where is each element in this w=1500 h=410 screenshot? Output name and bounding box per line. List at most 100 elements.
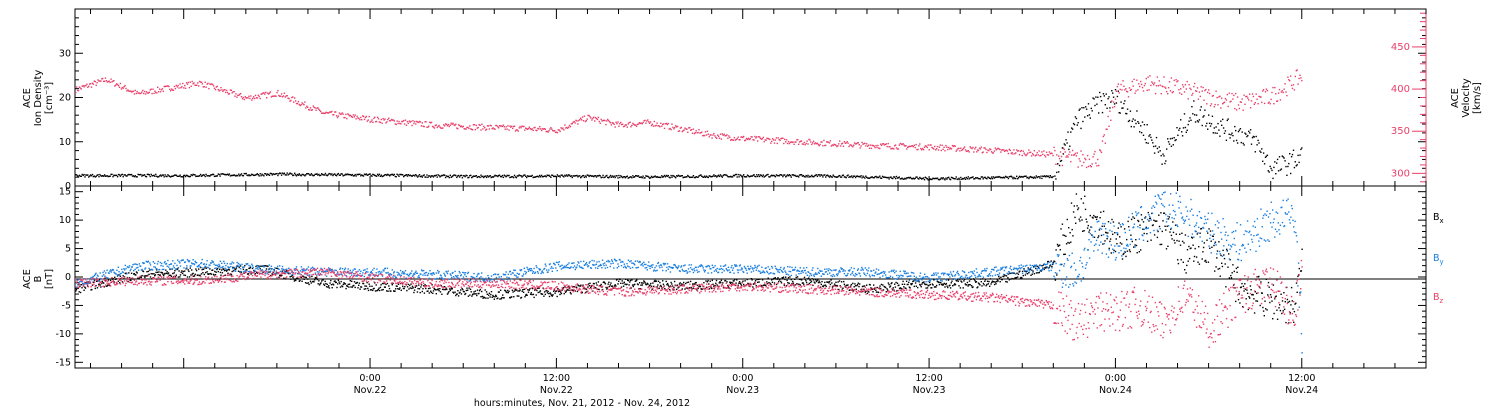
data-point: [242, 268, 245, 271]
data-point: [108, 175, 110, 178]
data-point: [815, 174, 818, 176]
data-point: [650, 282, 652, 285]
data-point: [882, 176, 885, 178]
data-point: [280, 174, 283, 176]
data-point: [107, 80, 109, 83]
data-point: [624, 177, 627, 179]
data-point: [277, 174, 279, 177]
data-point: [619, 176, 621, 179]
data-point: [493, 298, 495, 300]
data-point: [229, 89, 232, 91]
data-point: [430, 291, 433, 294]
data-point: [946, 178, 948, 180]
data-point: [89, 83, 91, 85]
data-point: [1195, 90, 1198, 92]
data-point: [259, 268, 261, 270]
data-point: [118, 86, 121, 88]
data-point: [754, 279, 757, 282]
data-point: [648, 122, 651, 124]
data-point: [177, 276, 180, 278]
data-point: [557, 175, 559, 177]
data-point: [193, 275, 196, 277]
data-point: [250, 271, 252, 274]
data-point: [1067, 156, 1069, 158]
data-point: [1222, 103, 1224, 105]
data-point: [872, 177, 874, 179]
data-point: [490, 293, 492, 296]
data-point: [544, 175, 546, 177]
data-point: [512, 176, 515, 179]
data-point: [876, 286, 878, 289]
data-point: [1075, 155, 1078, 157]
data-point: [1006, 150, 1009, 152]
data-point: [300, 175, 302, 177]
data-point: [777, 277, 779, 279]
data-point: [489, 175, 491, 177]
data-point: [311, 109, 314, 111]
data-point: [369, 173, 371, 175]
data-point: [1249, 107, 1252, 109]
data-point: [374, 282, 376, 284]
data-point: [582, 284, 584, 286]
data-point: [146, 92, 149, 94]
data-point: [547, 174, 549, 177]
data-point: [1222, 102, 1225, 104]
data-point: [911, 282, 913, 285]
data-point: [771, 140, 773, 143]
data-point: [104, 77, 107, 79]
data-point: [196, 84, 198, 86]
data-point: [159, 91, 162, 93]
data-point: [943, 178, 945, 180]
data-point: [1242, 109, 1244, 111]
data-point: [474, 293, 476, 295]
data-point: [1266, 309, 1268, 311]
data-point: [145, 91, 148, 93]
data-point: [1292, 84, 1295, 86]
data-point: [621, 176, 623, 178]
data-point: [731, 139, 734, 141]
data-point: [316, 277, 318, 280]
data-point: [590, 287, 592, 289]
data-point: [830, 145, 832, 147]
data-point: [749, 138, 751, 140]
data-point: [506, 291, 508, 294]
data-point: [145, 176, 148, 178]
data-point: [923, 179, 926, 181]
data-point: [695, 130, 697, 132]
data-point: [771, 138, 774, 140]
data-point: [83, 289, 85, 291]
data-point: [1153, 84, 1155, 86]
data-point: [1103, 134, 1105, 136]
data-point: [1245, 95, 1247, 98]
data-point: [1035, 154, 1037, 156]
data-point: [350, 115, 353, 118]
data-point: [1173, 137, 1175, 139]
data-point: [1254, 151, 1256, 153]
data-point: [1047, 175, 1050, 177]
data-point: [539, 290, 542, 292]
data-point: [788, 174, 791, 176]
data-point: [1199, 95, 1201, 98]
data-point: [596, 284, 598, 286]
data-point: [110, 78, 112, 80]
data-point: [317, 174, 319, 176]
data-point: [386, 282, 389, 285]
data-point: [514, 130, 517, 132]
data-point: [158, 88, 161, 90]
data-point: [418, 174, 421, 176]
data-point: [1116, 85, 1119, 88]
data-point: [1165, 248, 1168, 250]
data-point: [96, 280, 98, 282]
data-point: [1012, 278, 1015, 280]
data-point: [282, 95, 285, 97]
data-point: [80, 284, 82, 286]
data-point: [700, 174, 702, 176]
data-point: [376, 173, 379, 176]
data-point: [563, 176, 565, 178]
data-point: [106, 269, 108, 271]
data-point: [384, 118, 386, 120]
data-point: [589, 174, 591, 177]
data-point: [920, 147, 922, 150]
data-point: [1161, 85, 1163, 87]
data-point: [188, 86, 191, 89]
